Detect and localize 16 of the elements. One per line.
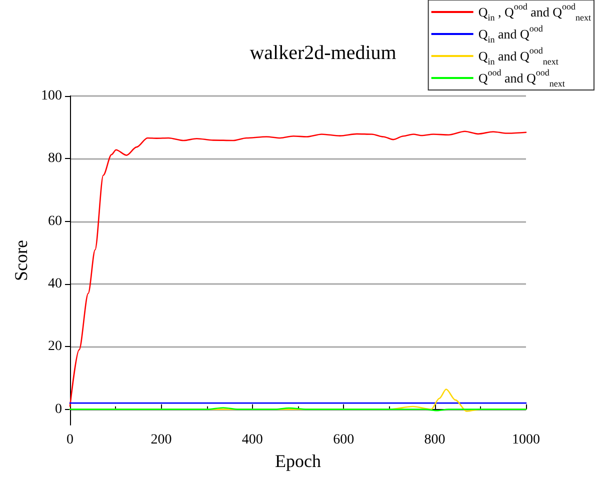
- x-tick-label: 800: [424, 432, 446, 448]
- x-tick-label: 200: [150, 432, 172, 448]
- y-tick-label: 100: [41, 88, 62, 104]
- x-tick-label: 0: [66, 432, 74, 448]
- x-tick-label: 400: [242, 432, 263, 448]
- y-tick-label: 20: [48, 339, 62, 354]
- line-series: [69, 130, 527, 407]
- y-tick-label: 40: [48, 276, 62, 292]
- chart-title: walker2d-medium: [250, 42, 397, 64]
- x-axis-title: Epoch: [275, 450, 321, 471]
- x-tick-label: 1000: [512, 432, 540, 448]
- x-tick-label: 600: [333, 432, 354, 448]
- y-tick-label: 60: [48, 214, 62, 229]
- y-axis-title: Score: [11, 240, 31, 281]
- y-tick-label: 0: [55, 402, 62, 417]
- y-tick-label: 80: [48, 151, 62, 166]
